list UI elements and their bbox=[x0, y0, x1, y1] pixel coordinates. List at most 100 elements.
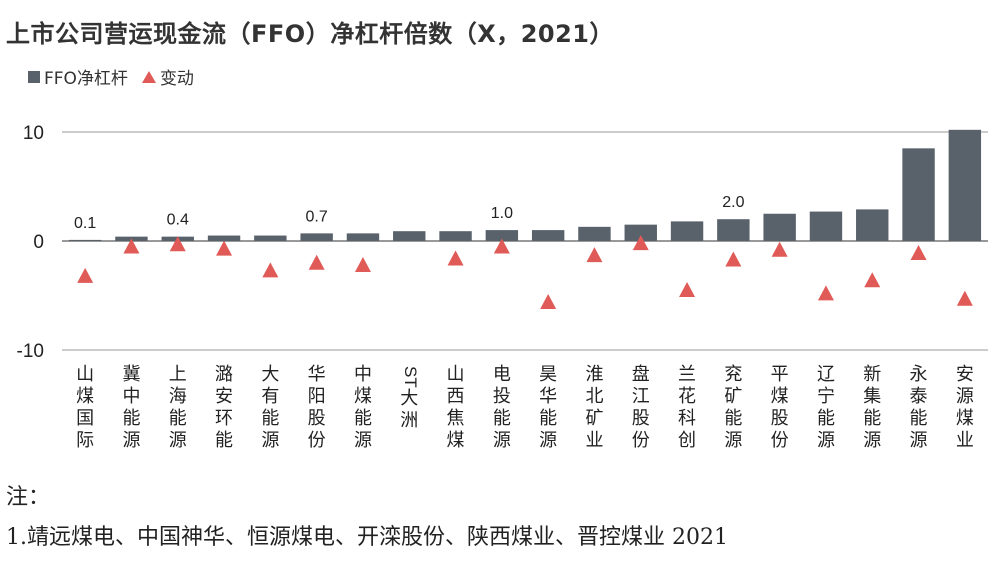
svg-text:能: 能 bbox=[724, 408, 742, 429]
bar bbox=[578, 226, 611, 241]
x-axis: 山煤国际冀中能源上海能源潞安环能大有能源华阳股份中煤能源ST大洲山西焦煤电投能源… bbox=[76, 364, 974, 451]
svg-text:业: 业 bbox=[585, 430, 603, 451]
change-marker bbox=[354, 256, 371, 272]
svg-text:煤: 煤 bbox=[354, 386, 372, 407]
y-tick-label: 0 bbox=[33, 232, 44, 253]
chart-title: 上市公司营运现金流（FFO）净杠杆倍数（X，2021） bbox=[6, 20, 614, 48]
svg-text:业: 业 bbox=[956, 430, 974, 451]
change-marker bbox=[586, 247, 603, 263]
svg-text:源: 源 bbox=[493, 430, 511, 451]
bar bbox=[856, 209, 889, 241]
notes-line-1: 1.靖远煤电、中国神华、恒源煤电、开滦股份、陕西煤业、晋控煤业 2021 bbox=[6, 525, 728, 550]
svg-text:股: 股 bbox=[771, 408, 789, 429]
svg-text:能: 能 bbox=[261, 408, 279, 429]
svg-text:洲: 洲 bbox=[400, 410, 418, 431]
bar bbox=[393, 231, 426, 241]
svg-text:煤: 煤 bbox=[956, 408, 974, 429]
svg-text:科: 科 bbox=[678, 408, 696, 429]
bar bbox=[809, 211, 843, 241]
change-marker bbox=[169, 236, 186, 252]
change-marker bbox=[540, 294, 557, 310]
data-label: 0.7 bbox=[306, 208, 328, 225]
svg-text:投: 投 bbox=[493, 386, 511, 407]
svg-text:电: 电 bbox=[493, 364, 511, 385]
svg-text:能: 能 bbox=[169, 408, 187, 429]
change-marker bbox=[910, 244, 927, 260]
svg-text:能: 能 bbox=[910, 408, 928, 429]
notes: 注： 1.靖远煤电、中国神华、恒源煤电、开滦股份、陕西煤业、晋控煤业 2021 bbox=[6, 478, 728, 558]
svg-text:华: 华 bbox=[308, 364, 326, 385]
svg-text:煤: 煤 bbox=[771, 386, 789, 407]
change-marker bbox=[262, 262, 279, 278]
svg-text:冀: 冀 bbox=[122, 364, 140, 385]
bar bbox=[948, 129, 982, 241]
svg-text:源: 源 bbox=[122, 430, 140, 451]
svg-text:泰: 泰 bbox=[910, 386, 928, 407]
svg-text:源: 源 bbox=[539, 430, 557, 451]
svg-text:能: 能 bbox=[539, 408, 557, 429]
svg-text:中: 中 bbox=[122, 386, 140, 407]
bar bbox=[68, 239, 102, 241]
data-label: 0.4 bbox=[167, 212, 189, 229]
svg-text:焦: 焦 bbox=[447, 408, 465, 429]
svg-text:山: 山 bbox=[76, 364, 94, 385]
bar bbox=[531, 230, 565, 241]
data-label: 2.0 bbox=[722, 194, 744, 211]
legend-bar-swatch bbox=[28, 70, 40, 83]
svg-text:有: 有 bbox=[261, 386, 279, 407]
svg-text:源: 源 bbox=[817, 430, 835, 451]
y-tick-label: 10 bbox=[23, 123, 44, 144]
svg-text:上: 上 bbox=[169, 364, 187, 385]
svg-text:ST: ST bbox=[401, 366, 420, 388]
change-marker bbox=[216, 240, 233, 256]
svg-text:华: 华 bbox=[539, 386, 557, 407]
data-label: 1.0 bbox=[491, 205, 513, 222]
svg-text:新: 新 bbox=[863, 364, 881, 385]
svg-text:能: 能 bbox=[122, 408, 140, 429]
svg-text:阳: 阳 bbox=[308, 386, 326, 407]
legend-item-bar: FFO净杠杆 bbox=[28, 64, 128, 89]
change-marker bbox=[956, 290, 973, 306]
svg-text:盘: 盘 bbox=[632, 364, 650, 385]
svg-text:国: 国 bbox=[76, 408, 94, 429]
legend-triangle-swatch bbox=[141, 70, 156, 83]
ffo-leverage-chart: 100-10 0.1 0.4 0.7 1.02.0 山煤国际冀中能源上海能源潞安环能大… bbox=[17, 123, 988, 451]
svg-text:煤: 煤 bbox=[76, 386, 94, 407]
change-marker bbox=[771, 241, 788, 257]
svg-text:源: 源 bbox=[956, 386, 974, 407]
bar bbox=[300, 233, 333, 241]
svg-text:创: 创 bbox=[678, 430, 696, 451]
bar bbox=[624, 224, 657, 241]
svg-text:花: 花 bbox=[678, 386, 696, 407]
svg-text:中: 中 bbox=[354, 364, 372, 385]
svg-text:份: 份 bbox=[308, 430, 326, 451]
svg-text:淮: 淮 bbox=[585, 364, 603, 385]
change-marker bbox=[308, 254, 325, 270]
svg-text:源: 源 bbox=[261, 430, 279, 451]
svg-text:环: 环 bbox=[215, 408, 233, 429]
svg-text:平: 平 bbox=[771, 364, 789, 385]
svg-text:能: 能 bbox=[215, 430, 233, 451]
y-tick-label: -10 bbox=[17, 341, 44, 362]
svg-text:能: 能 bbox=[817, 408, 835, 429]
change-marker bbox=[725, 251, 742, 267]
data-labels: 0.1 0.4 0.7 1.0 2.0 bbox=[74, 194, 745, 232]
legend-item-marker: 变动 bbox=[141, 64, 194, 89]
svg-text:股: 股 bbox=[632, 408, 650, 429]
bar bbox=[485, 230, 519, 241]
svg-text:江: 江 bbox=[632, 386, 650, 407]
svg-text:股: 股 bbox=[308, 408, 326, 429]
svg-text:能: 能 bbox=[863, 408, 881, 429]
